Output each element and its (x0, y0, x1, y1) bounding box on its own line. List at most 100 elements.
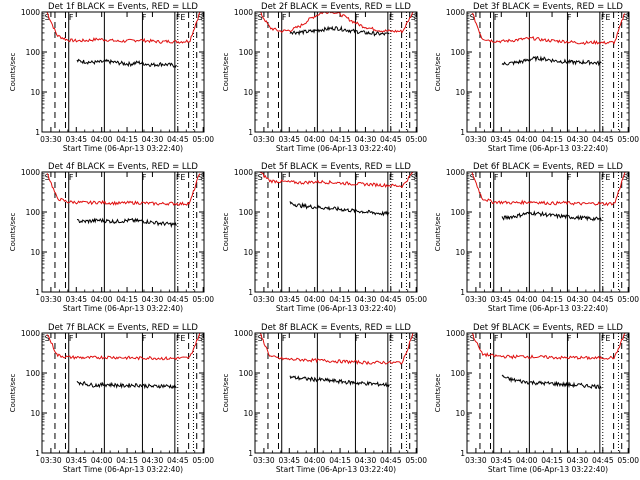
plot-frame (466, 11, 630, 133)
event-marker-label: F (567, 13, 572, 22)
event-marker-label: S (623, 13, 628, 22)
plot-frame (254, 11, 418, 133)
lld-trace (471, 171, 626, 207)
y-tick-label: 1000 (234, 168, 253, 177)
y-tick-label: 1000 (21, 168, 40, 177)
x-tick-label: 04:45 (167, 295, 189, 304)
x-tick-label: 03:30 (465, 295, 487, 304)
x-tick-label: 04:00 (516, 135, 538, 144)
x-tick-label: 05:00 (405, 135, 427, 144)
lld-trace (259, 11, 414, 34)
y-tick-label: 100 (26, 208, 41, 217)
y-tick-label: 1 (460, 128, 465, 137)
x-tick-label: 04:15 (541, 456, 563, 465)
events-trace (501, 55, 602, 67)
panel-title: Det 3f BLACK = Events, RED = LLD (473, 2, 623, 12)
plot-frame (466, 332, 630, 454)
x-tick-label: 04:00 (91, 456, 113, 465)
event-marker-label: FE (176, 334, 186, 343)
x-axis-label: Start Time (06-Apr-13 03:22:40) (63, 465, 183, 474)
panel-title: Det 2f BLACK = Events, RED = LLD (261, 2, 411, 12)
events-trace (501, 374, 602, 389)
y-axis-label: Counts/sec (434, 53, 442, 92)
event-marker-label: F (282, 173, 287, 182)
plot-frame (41, 332, 205, 454)
events-trace (289, 201, 390, 217)
x-tick-label: 04:45 (380, 135, 402, 144)
y-tick-label: 100 (26, 369, 41, 378)
event-marker-label: FE (176, 13, 186, 22)
panel-title: Det 9f BLACK = Events, RED = LLD (473, 323, 623, 333)
x-axis-label: Start Time (06-Apr-13 03:22:40) (488, 304, 608, 313)
event-marker-label: S (258, 334, 263, 343)
event-marker-label: S (258, 13, 263, 22)
event-marker-label: F (282, 334, 287, 343)
x-tick-label: 04:30 (567, 135, 589, 144)
detector-panel-4: Det 4f BLACK = Events, RED = LLD Counts/s… (9, 162, 214, 313)
event-marker-label: S (623, 173, 628, 182)
x-tick-label: 04:15 (116, 135, 138, 144)
event-marker-label: FE (601, 334, 611, 343)
event-marker-label: F (567, 173, 572, 182)
y-tick-label: 10 (243, 88, 253, 97)
x-tick-label: 03:30 (253, 456, 275, 465)
lld-trace (471, 332, 626, 361)
plot-frame (41, 11, 205, 133)
event-marker-label: S (45, 13, 50, 22)
events-trace (289, 375, 390, 388)
x-axis-label: Start Time (06-Apr-13 03:22:40) (488, 144, 608, 153)
detector-panel-2: Det 2f BLACK = Events, RED = LLD Counts/s… (222, 2, 427, 153)
x-tick-label: 03:45 (65, 135, 87, 144)
event-marker-label: E (389, 13, 394, 22)
x-tick-label: 04:30 (567, 295, 589, 304)
y-tick-label: 100 (451, 369, 466, 378)
detector-panel-5: Det 5f BLACK = Events, RED = LLD Counts/s… (222, 162, 427, 313)
y-axis-label: Counts/sec (434, 213, 442, 252)
event-marker-label: F (69, 334, 74, 343)
y-tick-label: 1 (248, 288, 253, 297)
x-axis-label: Start Time (06-Apr-13 03:22:40) (276, 144, 396, 153)
event-marker-label: F (69, 13, 74, 22)
plot-frame (254, 171, 418, 293)
x-tick-label: 05:00 (405, 456, 427, 465)
x-tick-label: 04:15 (116, 456, 138, 465)
x-tick-label: 04:00 (304, 456, 326, 465)
event-marker-label: FE (176, 173, 186, 182)
x-tick-label: 04:00 (516, 456, 538, 465)
y-tick-label: 1000 (446, 168, 465, 177)
y-tick-label: 10 (455, 409, 465, 418)
detector-panel-9: Det 9f BLACK = Events, RED = LLD Counts/s… (434, 323, 639, 474)
x-tick-label: 05:00 (617, 295, 639, 304)
x-tick-label: 03:45 (490, 295, 512, 304)
y-tick-label: 10 (455, 248, 465, 257)
event-marker-label: F (282, 13, 287, 22)
panel-title: Det 8f BLACK = Events, RED = LLD (261, 323, 411, 333)
x-tick-label: 04:45 (380, 295, 402, 304)
x-tick-label: 03:30 (40, 295, 62, 304)
events-trace (76, 217, 177, 229)
y-tick-label: 10 (30, 88, 40, 97)
x-tick-label: 04:00 (91, 135, 113, 144)
y-tick-label: 10 (243, 248, 253, 257)
x-tick-label: 04:30 (355, 135, 377, 144)
event-marker-label: S (45, 173, 50, 182)
x-tick-label: 04:45 (592, 295, 614, 304)
y-axis-label: Counts/sec (222, 213, 230, 252)
panel-title: Det 7f BLACK = Events, RED = LLD (48, 323, 198, 333)
y-tick-label: 1 (248, 449, 253, 458)
y-tick-label: 1 (35, 449, 40, 458)
event-marker-label: S (198, 334, 203, 343)
x-tick-label: 03:45 (278, 456, 300, 465)
y-tick-label: 100 (239, 369, 254, 378)
plot-frame (466, 171, 630, 293)
detector-panel-8: Det 8f BLACK = Events, RED = LLD Counts/s… (222, 323, 427, 474)
x-tick-label: 04:45 (592, 135, 614, 144)
x-tick-label: 04:15 (329, 135, 351, 144)
event-marker-label: S (623, 334, 628, 343)
y-tick-label: 1 (460, 288, 465, 297)
lld-trace (471, 13, 626, 46)
y-axis-label: Counts/sec (222, 53, 230, 92)
x-axis-label: Start Time (06-Apr-13 03:22:40) (63, 144, 183, 153)
x-tick-label: 05:00 (617, 135, 639, 144)
